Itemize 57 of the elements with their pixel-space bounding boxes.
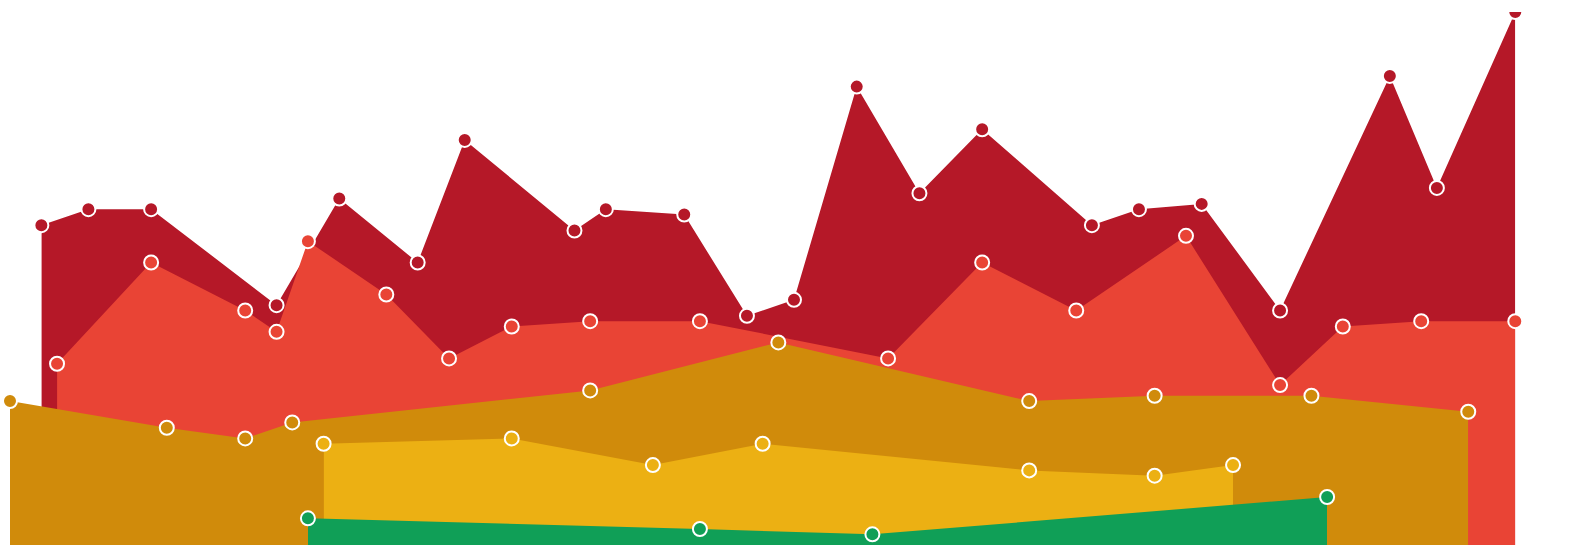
point xyxy=(1021,393,1038,410)
point xyxy=(315,435,332,452)
point xyxy=(33,217,50,234)
point xyxy=(974,254,991,271)
point xyxy=(911,185,928,202)
point xyxy=(1413,313,1430,330)
point xyxy=(597,201,614,218)
point xyxy=(566,222,583,239)
point xyxy=(299,510,316,527)
point xyxy=(770,334,787,351)
point xyxy=(582,313,599,330)
point xyxy=(299,233,316,250)
point xyxy=(237,302,254,319)
point xyxy=(1225,457,1242,474)
point xyxy=(644,457,661,474)
point xyxy=(158,419,175,436)
point xyxy=(331,190,348,207)
point xyxy=(1146,467,1163,484)
point xyxy=(1178,227,1194,244)
point xyxy=(284,414,301,431)
point xyxy=(848,78,865,95)
point xyxy=(143,254,160,271)
point xyxy=(864,526,881,543)
point xyxy=(268,323,285,340)
point xyxy=(49,355,66,372)
point xyxy=(786,291,802,308)
point xyxy=(1146,387,1163,404)
point xyxy=(1428,179,1445,196)
point xyxy=(691,313,708,330)
point xyxy=(1507,313,1524,330)
point xyxy=(2,393,18,410)
point xyxy=(880,350,897,367)
point xyxy=(268,297,285,314)
point xyxy=(1068,302,1085,319)
point xyxy=(441,350,458,367)
point xyxy=(582,382,599,399)
point xyxy=(691,521,708,538)
point xyxy=(503,430,520,447)
point xyxy=(1334,318,1351,335)
point xyxy=(1021,462,1038,479)
point xyxy=(80,201,97,218)
point xyxy=(754,435,771,452)
point xyxy=(378,286,395,303)
point xyxy=(1272,377,1289,394)
point xyxy=(1272,302,1289,319)
point xyxy=(1319,489,1336,506)
point xyxy=(676,206,693,223)
point xyxy=(974,121,991,138)
point xyxy=(1083,217,1100,234)
point xyxy=(503,318,520,335)
point xyxy=(1303,387,1320,404)
point xyxy=(1460,403,1477,420)
point xyxy=(143,201,160,218)
point xyxy=(409,254,426,271)
point xyxy=(1130,201,1147,218)
point xyxy=(738,307,755,324)
point xyxy=(237,430,254,447)
